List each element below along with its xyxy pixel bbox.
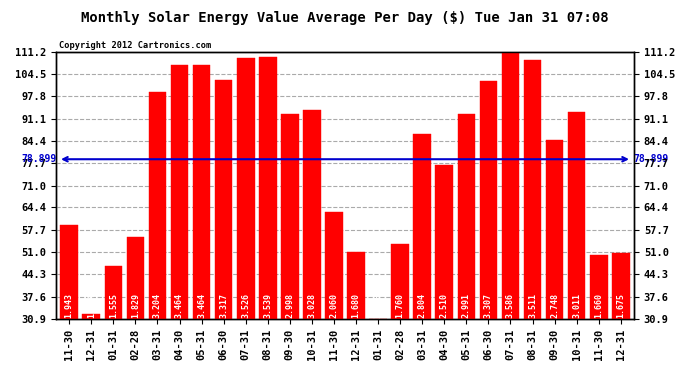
Text: 3.526: 3.526 [241, 293, 250, 318]
Bar [435, 165, 453, 319]
Text: 2.060: 2.060 [329, 293, 339, 318]
Bar [237, 58, 255, 319]
Bar [590, 255, 608, 319]
Bar [193, 64, 210, 319]
Bar [82, 314, 100, 319]
Text: 1.094: 1.094 [87, 293, 96, 318]
Bar [413, 134, 431, 319]
Bar [568, 112, 586, 319]
Bar [170, 64, 188, 319]
Text: 1.829: 1.829 [131, 293, 140, 318]
Bar [391, 244, 409, 319]
Bar [126, 237, 144, 319]
Text: 2.510: 2.510 [440, 293, 449, 318]
Bar [148, 92, 166, 319]
Text: 1.680: 1.680 [351, 293, 361, 318]
Text: 1.943: 1.943 [65, 293, 74, 318]
Bar [347, 252, 365, 319]
Bar [524, 60, 542, 319]
Text: 1.760: 1.760 [395, 293, 404, 318]
Text: 1.675: 1.675 [616, 293, 625, 318]
Text: 3.204: 3.204 [153, 293, 162, 318]
Bar [480, 81, 497, 319]
Bar [303, 111, 321, 319]
Bar [215, 80, 233, 319]
Text: 78.899: 78.899 [22, 154, 57, 164]
Text: 3.317: 3.317 [219, 293, 228, 318]
Bar [61, 225, 78, 319]
Text: 3.307: 3.307 [484, 293, 493, 318]
Bar [457, 114, 475, 319]
Text: Monthly Solar Energy Value Average Per Day ($) Tue Jan 31 07:08: Monthly Solar Energy Value Average Per D… [81, 11, 609, 25]
Bar [612, 253, 629, 319]
Text: 78.899: 78.899 [633, 154, 668, 164]
Text: 1.660: 1.660 [594, 293, 603, 318]
Bar [259, 57, 277, 319]
Text: 1.555: 1.555 [109, 293, 118, 318]
Text: 3.586: 3.586 [506, 293, 515, 318]
Text: 3.511: 3.511 [528, 293, 537, 318]
Bar [281, 114, 299, 319]
Text: 2.804: 2.804 [417, 293, 426, 318]
Text: 1.048: 1.048 [373, 293, 382, 318]
Text: 2.991: 2.991 [462, 293, 471, 318]
Bar [502, 52, 520, 319]
Text: 2.998: 2.998 [286, 293, 295, 318]
Text: 3.464: 3.464 [175, 293, 184, 318]
Bar [325, 212, 343, 319]
Text: 2.748: 2.748 [550, 293, 559, 318]
Text: 3.539: 3.539 [264, 293, 273, 318]
Bar [104, 266, 122, 319]
Bar [546, 140, 564, 319]
Text: Copyright 2012 Cartronics.com: Copyright 2012 Cartronics.com [59, 41, 211, 50]
Text: 3.028: 3.028 [308, 293, 317, 318]
Text: 3.464: 3.464 [197, 293, 206, 318]
Text: 3.011: 3.011 [572, 293, 581, 318]
